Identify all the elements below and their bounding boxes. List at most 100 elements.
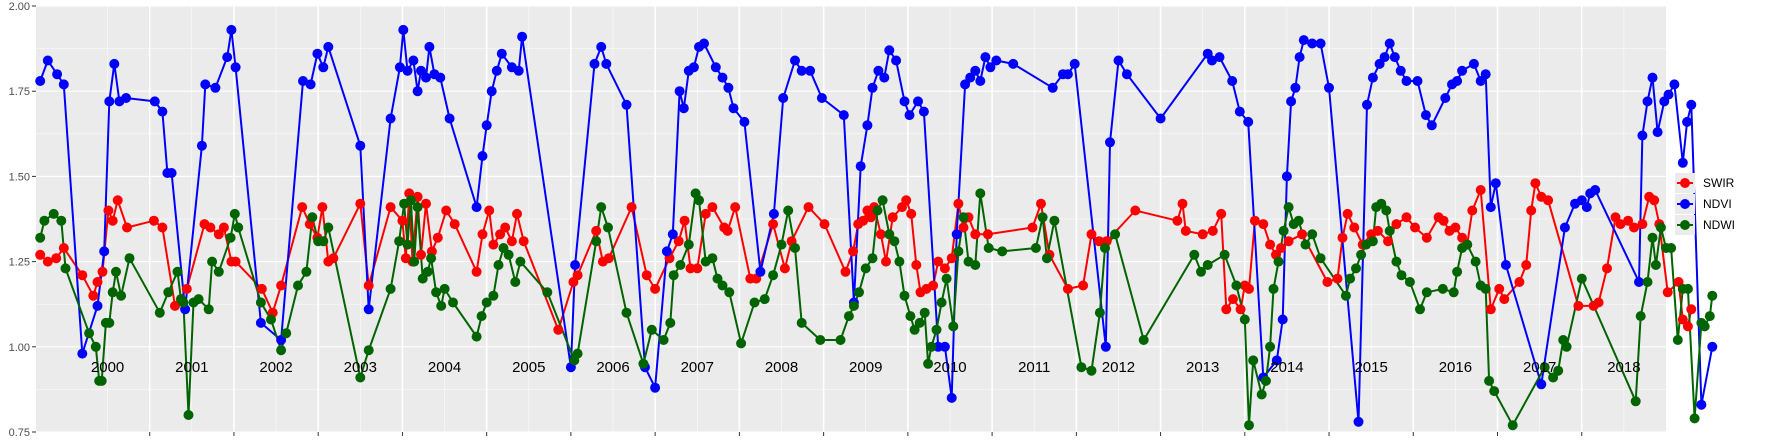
ndwi-point	[843, 311, 854, 322]
swir-point	[572, 270, 583, 281]
ndwi-point	[1100, 243, 1110, 253]
legend-key-point	[1680, 178, 1690, 188]
ndvi-point	[755, 266, 766, 277]
ndvi-point	[323, 41, 334, 52]
ndvi-point	[1652, 127, 1663, 138]
swir-point	[1410, 222, 1420, 233]
ndvi-point	[99, 246, 110, 257]
ndwi-point	[1356, 249, 1367, 260]
swir-point	[297, 202, 308, 213]
swir-point	[1450, 222, 1461, 233]
legend-item-ndvi: NDVI	[1675, 194, 1732, 214]
ndvi-point	[1480, 69, 1491, 80]
ndwi-point	[948, 321, 959, 332]
ndwi-point	[591, 236, 602, 247]
swir-point	[1276, 243, 1286, 253]
ndvi-point	[1581, 202, 1592, 213]
ndvi-point	[1669, 79, 1680, 90]
ndvi-point	[918, 106, 929, 117]
ndvi-point	[1457, 65, 1468, 76]
ndwi-point	[276, 345, 287, 356]
ndvi-point	[884, 45, 895, 56]
ndwi-point	[1110, 229, 1121, 240]
swir-point	[397, 215, 408, 226]
swir-point	[1207, 225, 1218, 236]
ndwi-point	[35, 232, 46, 243]
ndwi-point	[1415, 304, 1425, 315]
ndwi-point	[107, 287, 118, 298]
ndvi-point	[891, 55, 902, 66]
swir-point	[1421, 232, 1432, 243]
swir-point	[901, 195, 912, 206]
swir-point	[1686, 304, 1697, 315]
ndvi-point	[1389, 52, 1400, 63]
year-label: 2012	[1102, 359, 1135, 376]
legend-label-ndwi: NDWI	[1703, 218, 1735, 232]
legend-label-ndvi: NDVI	[1703, 197, 1732, 211]
swir-point	[1027, 222, 1038, 233]
ndwi-point	[363, 345, 374, 356]
ndwi-point	[1219, 249, 1230, 260]
swir-point	[603, 253, 614, 264]
ndwi-point	[854, 287, 864, 298]
swir-point	[432, 232, 443, 243]
ndvi-point	[1500, 260, 1511, 270]
ndvi-point	[728, 103, 739, 114]
swir-point	[679, 215, 690, 226]
ndvi-point	[1686, 99, 1697, 110]
ndwi-point	[493, 260, 504, 270]
ndwi-point	[84, 328, 95, 339]
ndwi-point	[1351, 263, 1361, 274]
ndvi-point	[778, 93, 789, 103]
ndvi-point	[52, 69, 63, 80]
swir-point	[1197, 229, 1208, 240]
ndwi-point	[1672, 335, 1683, 345]
ndwi-point	[675, 260, 686, 270]
swir-point	[471, 266, 482, 277]
ndwi-point	[603, 222, 613, 233]
year-label: 2006	[596, 359, 629, 376]
ndwi-point	[498, 243, 509, 253]
ndwi-point	[796, 317, 807, 328]
ndvi-point	[1420, 110, 1431, 121]
y-axis: 0.75 1.00 1.25 1.50 1.75 2.00	[9, 1, 36, 439]
ndvi-point	[1647, 72, 1658, 83]
swir-point	[1228, 294, 1238, 305]
ndvi-point	[951, 229, 962, 240]
swir-point	[218, 222, 229, 233]
ndwi-point	[426, 253, 437, 264]
swir-point	[1342, 208, 1353, 219]
ndvi-point	[355, 140, 366, 151]
swir-point	[848, 246, 859, 257]
ndvi-point	[985, 62, 996, 73]
year-label: 2011	[1018, 359, 1050, 376]
ndwi-point	[1655, 222, 1666, 233]
ndvi-point	[312, 48, 323, 59]
ndvi-point	[210, 82, 221, 93]
swir-point	[328, 253, 339, 264]
swir-point	[1216, 208, 1227, 219]
ndvi-point	[276, 335, 287, 345]
ndwi-point	[394, 236, 405, 247]
ndvi-point	[667, 229, 678, 240]
ndvi-point	[1384, 38, 1395, 49]
ndwi-point	[233, 222, 244, 233]
ndvi-point	[1637, 130, 1648, 141]
swir-point	[553, 324, 564, 335]
ndwi-point	[783, 205, 794, 216]
ndvi-point	[913, 96, 923, 107]
y-tick-label: 1.75	[9, 86, 30, 98]
ndvi-point	[408, 55, 419, 66]
ndwi-point	[665, 317, 676, 328]
ndwi-point	[515, 256, 526, 267]
ndwi-point	[39, 215, 50, 226]
ndwi-point	[405, 195, 416, 206]
swir-point	[1180, 225, 1191, 236]
ndwi-point	[90, 341, 101, 352]
ndwi-point	[48, 208, 59, 219]
ndvi-point	[1298, 35, 1309, 46]
swir-point	[1677, 314, 1688, 325]
ndvi-point	[946, 392, 957, 403]
swir-point	[626, 202, 637, 213]
